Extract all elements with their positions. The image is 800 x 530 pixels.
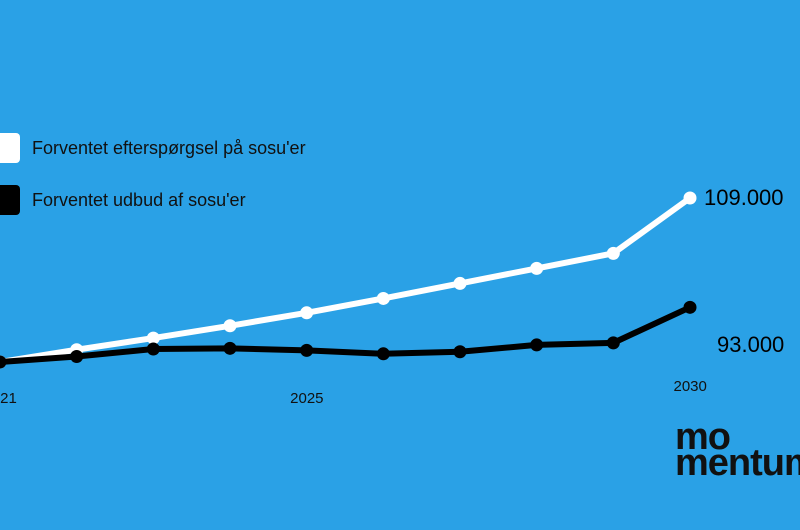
x-tick-label-2025: 2025	[290, 390, 324, 407]
data-point-demand-2023	[146, 331, 160, 345]
data-point-supply-2023	[146, 342, 160, 356]
data-point-demand-2026	[376, 291, 390, 305]
x-tick-label-2021: 2021	[0, 390, 17, 407]
legend-item-supply: Forventet udbud af sosu'er	[0, 185, 246, 215]
legend-label-demand: Forventet efterspørgsel på sosu'er	[32, 137, 306, 158]
legend-label-supply: Forventet udbud af sosu'er	[32, 189, 246, 210]
data-point-demand-2025	[300, 306, 314, 320]
legend-swatch-black	[0, 185, 20, 215]
momentum-logo: mo mentum	[675, 416, 800, 484]
data-point-supply-2029	[606, 336, 620, 350]
data-point-demand-2028	[530, 261, 544, 275]
series-line-supply	[0, 304, 692, 365]
legend-item-demand: Forventet efterspørgsel på sosu'er	[0, 133, 306, 163]
series-line-demand	[0, 195, 692, 365]
data-point-supply-2028	[530, 338, 544, 352]
data-point-supply-2025	[300, 343, 314, 357]
data-point-supply-2030	[683, 300, 697, 314]
data-point-supply-2026	[376, 347, 390, 361]
end-value-label-demand: 109.000	[704, 185, 784, 210]
data-point-supply-2024	[223, 341, 237, 355]
x-tick-label-2030: 2030	[673, 378, 707, 395]
data-point-demand-2027	[453, 276, 467, 290]
data-point-supply-2021	[0, 355, 7, 369]
data-point-demand-2029	[606, 246, 620, 260]
data-point-supply-2027	[453, 345, 467, 359]
data-point-demand-2024	[223, 319, 237, 333]
data-point-demand-2030	[683, 191, 697, 205]
legend-swatch-white	[0, 133, 20, 163]
end-value-label-supply: 93.000	[717, 332, 785, 357]
data-point-supply-2022	[70, 350, 84, 364]
